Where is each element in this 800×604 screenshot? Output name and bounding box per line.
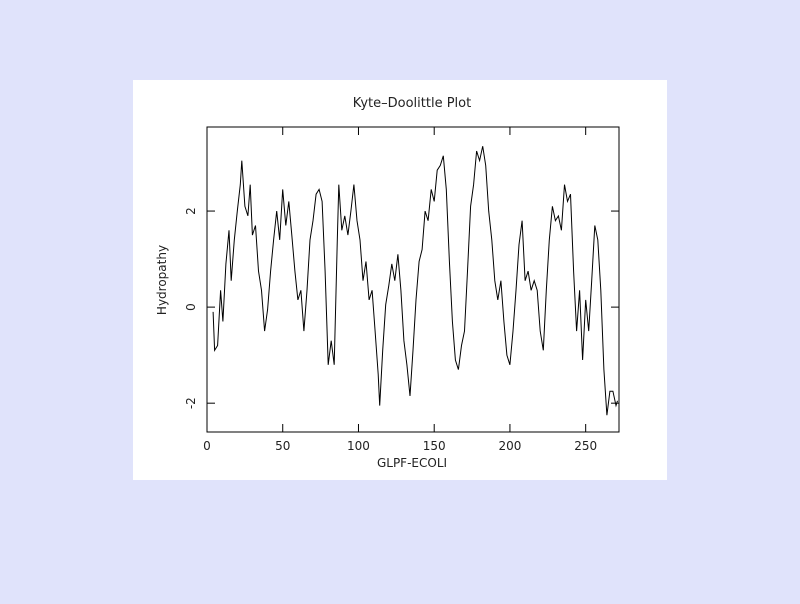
x-tick-label: 250 bbox=[574, 439, 597, 453]
data-line bbox=[212, 146, 618, 416]
x-tick-label: 50 bbox=[275, 439, 290, 453]
y-tick-label: 2 bbox=[184, 207, 198, 215]
x-tick-label: 0 bbox=[203, 439, 211, 453]
plot-area: 0 50 100 150 200 250 -2 0 2 bbox=[184, 127, 619, 453]
plot-frame bbox=[206, 126, 620, 433]
x-axis-label: GLPF-ECOLI bbox=[377, 456, 447, 470]
y-tick-label: -2 bbox=[184, 397, 198, 409]
chart-title: Kyte–Doolittle Plot bbox=[353, 96, 471, 111]
y-axis-label: Hydropathy bbox=[155, 245, 169, 315]
x-tick-label: 150 bbox=[423, 439, 446, 453]
x-tick-label: 100 bbox=[347, 439, 370, 453]
x-tick-label: 200 bbox=[498, 439, 521, 453]
y-tick-label: 0 bbox=[184, 303, 198, 311]
